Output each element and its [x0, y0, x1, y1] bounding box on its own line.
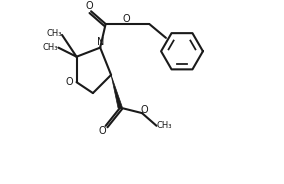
Text: N: N — [97, 37, 105, 47]
Text: O: O — [140, 105, 148, 115]
Text: CH₃: CH₃ — [42, 43, 58, 52]
Text: O: O — [85, 1, 93, 11]
Text: O: O — [65, 77, 73, 87]
Polygon shape — [111, 75, 122, 108]
Text: CH₃: CH₃ — [46, 29, 62, 38]
Text: CH₃: CH₃ — [156, 121, 172, 130]
Text: O: O — [123, 14, 130, 24]
Text: O: O — [98, 126, 106, 136]
